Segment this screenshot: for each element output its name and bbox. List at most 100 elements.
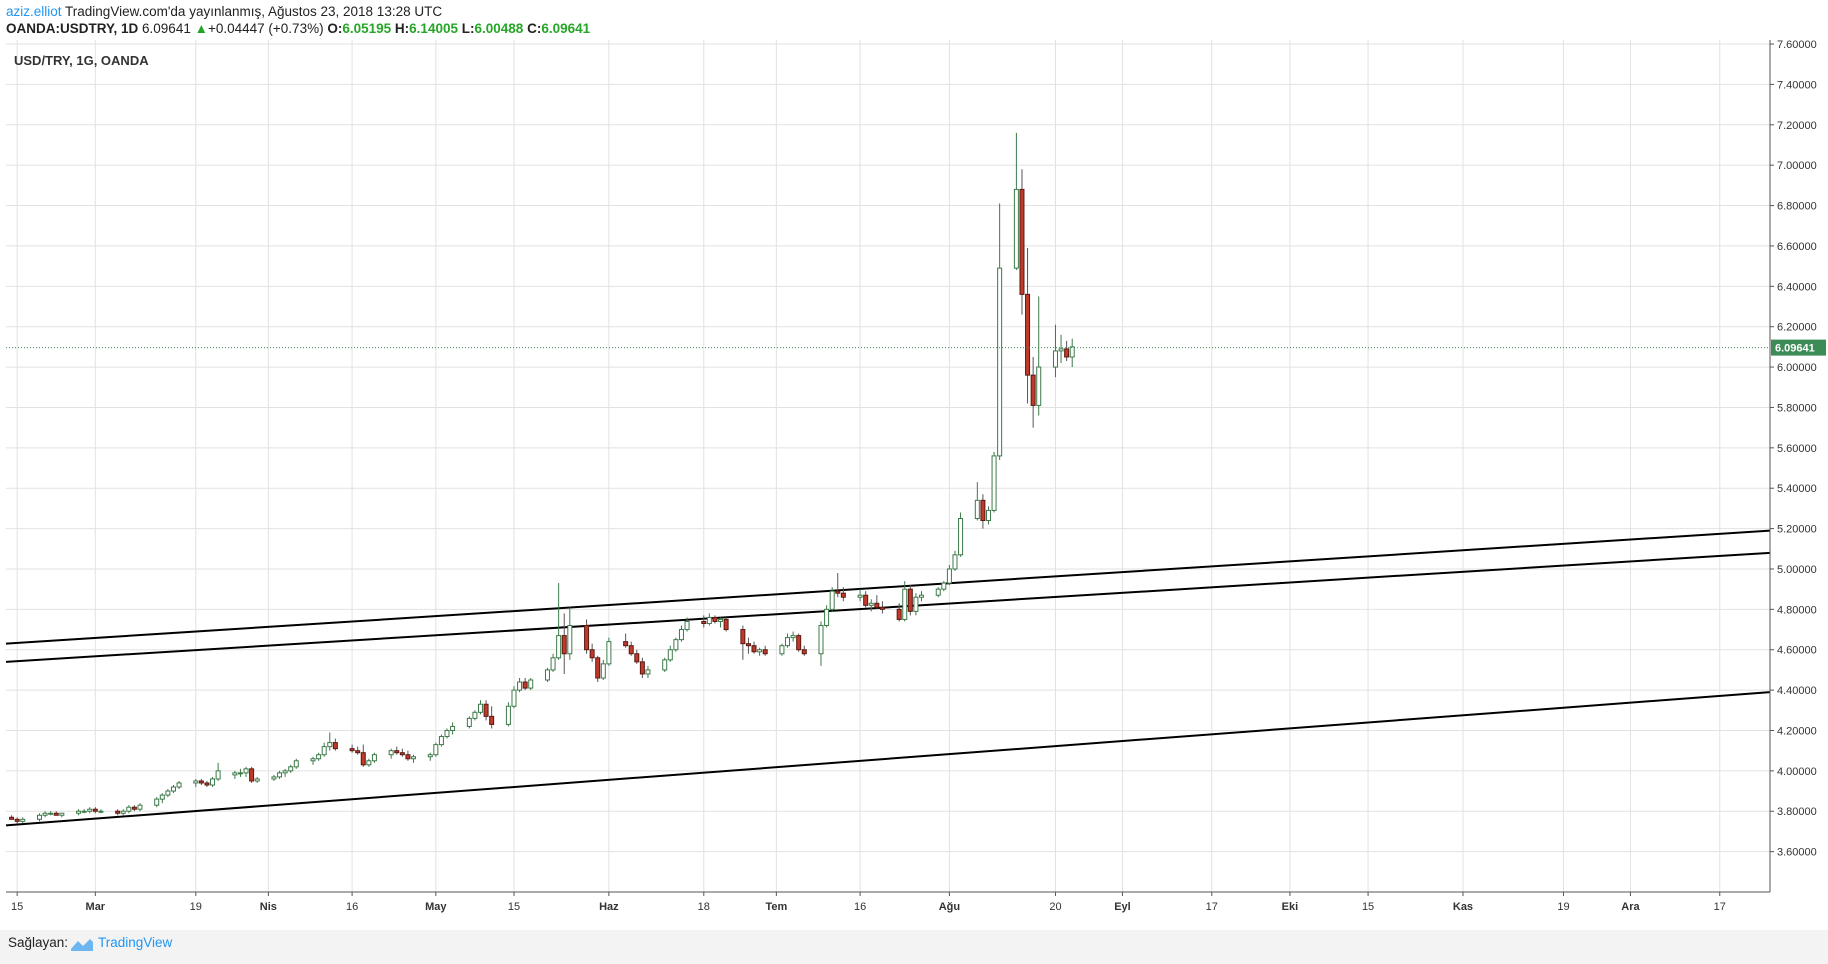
candle-body bbox=[466, 717, 472, 727]
candle-body bbox=[980, 499, 986, 522]
candle-body bbox=[623, 641, 629, 647]
x-tick-label: May bbox=[425, 901, 447, 913]
candle-body bbox=[204, 782, 210, 786]
candle-body bbox=[941, 582, 947, 590]
candle-body bbox=[757, 649, 763, 653]
candle-body bbox=[42, 812, 48, 816]
candle-body bbox=[634, 653, 640, 663]
trendlines bbox=[5, 529, 1771, 827]
candle-body bbox=[277, 772, 283, 778]
candle-body bbox=[595, 657, 601, 679]
candle-body bbox=[985, 509, 991, 522]
candle-body bbox=[896, 608, 902, 620]
x-tick-label: 16 bbox=[346, 901, 358, 913]
published-text: TradingView.com'da yayınlanmış, Ağustos … bbox=[65, 4, 443, 19]
candle-body bbox=[863, 594, 869, 606]
chart-background bbox=[0, 40, 1828, 930]
candle-body bbox=[712, 616, 718, 622]
candle-body bbox=[154, 798, 160, 806]
candle-body bbox=[115, 810, 121, 814]
y-tick-label: 7.20000 bbox=[1777, 120, 1817, 132]
candle-body bbox=[438, 736, 444, 746]
candle-body bbox=[477, 703, 483, 713]
x-tick-label: 15 bbox=[508, 901, 520, 913]
candle-body bbox=[137, 804, 143, 810]
candle-body bbox=[974, 499, 980, 519]
candle-body bbox=[628, 645, 634, 655]
candle-body bbox=[829, 590, 835, 610]
candle-body bbox=[517, 681, 523, 691]
y-tick-label: 6.40000 bbox=[1777, 281, 1817, 293]
price-chart[interactable]: 3.60000 3.80000 4.00000 4.20000 4.40000 4.600… bbox=[0, 40, 1828, 930]
y-tick-label: 5.40000 bbox=[1777, 483, 1817, 495]
candle-body bbox=[1058, 348, 1064, 352]
provider-label: Sağlayan: bbox=[8, 935, 69, 950]
y-tick-label: 3.80000 bbox=[1777, 806, 1817, 818]
publish-info: aziz.elliot TradingView.com'da yayınlanm… bbox=[6, 4, 442, 19]
close-value: 6.09641 bbox=[541, 21, 591, 36]
candles bbox=[9, 132, 1075, 824]
candle-body bbox=[1069, 346, 1075, 358]
candle-body bbox=[723, 618, 729, 631]
candle-body bbox=[59, 812, 65, 816]
trendline bbox=[5, 691, 1771, 827]
candle-body bbox=[198, 780, 204, 784]
price-change: +0.04447 (+0.73%) bbox=[207, 21, 324, 36]
x-tick-label: 17 bbox=[1206, 901, 1218, 913]
tradingview-link[interactable]: TradingView bbox=[98, 935, 173, 950]
symbol-label: OANDA:USDTRY, 1D bbox=[6, 21, 139, 36]
high-label: H: bbox=[394, 21, 410, 36]
candle-body bbox=[288, 766, 294, 772]
candle-body bbox=[796, 635, 802, 651]
candle-body bbox=[785, 637, 791, 647]
candle-body bbox=[879, 606, 885, 610]
candle-body bbox=[556, 635, 562, 659]
candle-body bbox=[567, 624, 573, 655]
candle-body bbox=[913, 596, 919, 612]
y-tick-label: 7.40000 bbox=[1777, 79, 1817, 91]
candle-body bbox=[321, 746, 327, 756]
chart-footer: Sağlayan: TradingView bbox=[0, 930, 1828, 964]
x-tick-label: Eki bbox=[1282, 901, 1299, 913]
candle-body bbox=[639, 661, 645, 675]
y-tick-label: 6.20000 bbox=[1777, 322, 1817, 334]
author-link[interactable]: aziz.elliot bbox=[6, 4, 62, 19]
candle-body bbox=[405, 754, 411, 760]
candle-body bbox=[684, 620, 690, 631]
x-tick-label: Mar bbox=[86, 901, 106, 913]
candle-body bbox=[511, 689, 517, 707]
candle-body bbox=[706, 616, 712, 624]
x-tick-label: 15 bbox=[11, 901, 23, 913]
candle-body bbox=[1025, 293, 1031, 376]
candle-body bbox=[544, 669, 550, 681]
open-label: O: bbox=[327, 21, 343, 36]
candle-body bbox=[489, 715, 495, 725]
candle-body bbox=[790, 635, 796, 639]
y-tick-label: 6.60000 bbox=[1777, 241, 1817, 253]
candle-body bbox=[92, 808, 98, 812]
candle-body bbox=[1013, 188, 1019, 269]
candle-body bbox=[874, 602, 880, 608]
candle-body bbox=[762, 649, 768, 655]
candle-body bbox=[522, 681, 528, 689]
x-tick-label: 19 bbox=[1557, 901, 1569, 913]
candle-body bbox=[394, 750, 400, 754]
y-tick-label: 5.80000 bbox=[1777, 402, 1817, 414]
candle-body bbox=[87, 808, 93, 812]
candle-body bbox=[237, 772, 243, 775]
x-tick-label: Eyl bbox=[1114, 901, 1131, 913]
candle-body bbox=[14, 818, 20, 822]
candle-body bbox=[645, 669, 651, 675]
candle-body bbox=[918, 594, 924, 598]
candle-body bbox=[399, 752, 405, 756]
candle-body bbox=[210, 778, 216, 786]
candle-body bbox=[740, 629, 746, 645]
candle-body bbox=[472, 711, 478, 719]
trendline bbox=[5, 529, 1771, 645]
candle-body bbox=[293, 760, 299, 768]
candle-body bbox=[857, 594, 863, 598]
candle-body bbox=[584, 624, 590, 651]
candle-body bbox=[1064, 348, 1070, 358]
high-value: 6.14005 bbox=[409, 21, 458, 36]
y-tick-label: 3.60000 bbox=[1777, 847, 1817, 859]
